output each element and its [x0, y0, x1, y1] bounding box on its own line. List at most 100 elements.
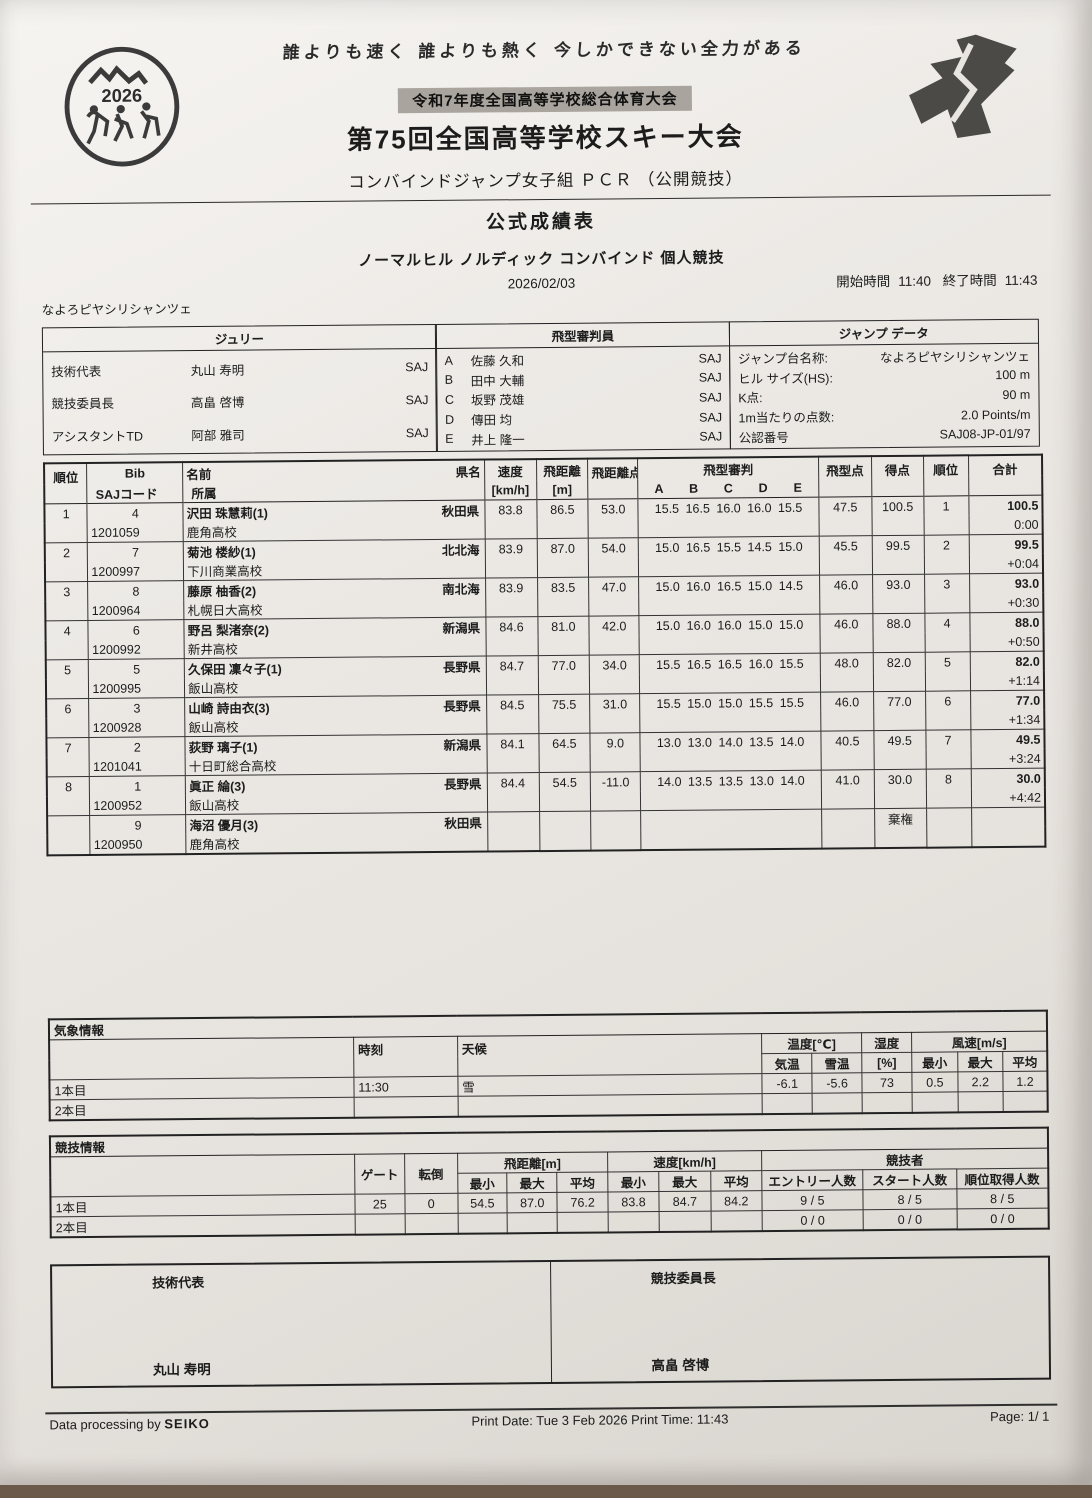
athlete-name: 荻野 璃子(1)	[188, 740, 258, 756]
cell-judge-scores: 15.5 16.5 16.5 16.0 15.5	[639, 653, 821, 675]
cell-judge-scores: 15.5 16.5 16.0 16.0 15.5	[638, 497, 819, 519]
cell-rank2: 8	[925, 768, 972, 789]
weather-time: 11:30	[353, 1076, 458, 1098]
starters-count: 0 / 0	[862, 1208, 957, 1231]
jury-row: 競技委員長 高畠 啓博 SAJ	[51, 391, 428, 413]
cell-total	[971, 807, 1046, 828]
cell-rank: 2	[44, 542, 88, 563]
col-style-points: 飛型点	[818, 456, 872, 498]
col-speed-group: 速度[km/h]	[607, 1150, 762, 1172]
cell-style-points: 46.0	[820, 691, 874, 712]
jump-data-label: ヒル サイズ(HS):	[738, 371, 833, 387]
cell-school: 鹿角高校	[185, 831, 488, 855]
air-temp: -6.1	[761, 1073, 813, 1094]
cell-points: 30.0	[874, 769, 927, 790]
cell-speed	[487, 811, 540, 832]
cell-saj-code: 1200952	[89, 795, 186, 816]
jump-data-section: ジャンプ データ ジャンプ台名称: なよろピヤシリシャンツェ ヒル サイズ(HS):…	[728, 318, 1040, 450]
cell-name-pref: 久保田 凜々子(1) 長野県	[184, 656, 487, 679]
jump-data-label: ジャンプ台名称:	[737, 351, 829, 367]
cell-blank	[589, 635, 640, 656]
competition-label-col	[50, 1154, 355, 1197]
judge-org: SAJ	[698, 351, 722, 366]
cell-blank	[923, 515, 969, 536]
prefecture: 秋田県	[441, 504, 480, 519]
col-bib: Bib	[86, 462, 183, 485]
col-distance-unit: [m]	[536, 479, 589, 500]
name-pref-wrap: 野呂 梨渚奈(2) 新潟県	[188, 618, 483, 640]
date-spacer	[42, 283, 508, 287]
judge-row: B 田中 大輔 SAJ	[445, 368, 722, 389]
jury-member-name: 高畠 啓博	[190, 396, 245, 411]
jury-rows: 技術代表 丸山 寿明 SAJ 競技委員長 高畠 啓博 SAJ アシスタントTD 阿部 雅司 SA…	[43, 349, 437, 454]
emblem-year: 2026	[101, 85, 142, 106]
cell-saj-code: 1200995	[88, 678, 185, 699]
humidity	[861, 1092, 913, 1114]
judge-letter: A	[444, 353, 453, 368]
speed-avg	[710, 1210, 763, 1232]
col-points: 得点	[871, 455, 924, 497]
data-processing-credit: Data processing by SEIKO	[49, 1415, 210, 1433]
cell-distance: 64.5	[538, 733, 591, 754]
cell-behind: 0:00	[968, 514, 1043, 535]
col-speed-unit: [km/h]	[484, 480, 537, 501]
chief-signature-title: 競技委員長	[650, 1270, 716, 1287]
col-rank2: 順位	[923, 455, 969, 497]
col-dist-min: 最小	[457, 1172, 507, 1194]
jury-row: 技術代表 丸山 寿明 SAJ	[51, 358, 428, 380]
cell-name-pref: 眞正 綸(3) 長野県	[185, 773, 488, 796]
cell-saj-code: 1201059	[87, 522, 184, 543]
cell-blank	[591, 830, 642, 851]
cell-school: 鹿角高校	[183, 519, 485, 542]
col-dist-max: 最大	[506, 1172, 558, 1193]
col-wind-avg: 平均	[1002, 1051, 1048, 1072]
jury-title: ジュリー	[42, 324, 437, 353]
cell-distance-points	[590, 810, 642, 831]
weather-section: 気象情報 時刻 天候 温度[℃] 湿度 風速[m/s] 気温 雪温 [%] 最小	[47, 1009, 1049, 1122]
col-entries: エントリー人数	[761, 1169, 863, 1191]
cell-behind: +1:34	[970, 709, 1045, 730]
jump-data-label: 公認番号	[738, 430, 789, 445]
cell-style-points	[821, 808, 875, 829]
cell-blank	[487, 831, 540, 852]
cell-rank: 5	[45, 659, 89, 680]
round-label: 1本目	[50, 1194, 355, 1217]
jury-role: 競技委員長	[51, 397, 115, 412]
results-table: 順位 Bib 名前 県名 速度 飛距離 飛距離点 飛型審判 飛型点 得点 順位	[43, 453, 1047, 857]
cell-bib: 9	[90, 814, 186, 835]
col-distance-group: 飛距離[m]	[457, 1151, 608, 1174]
jury-role: 技術代表	[51, 364, 102, 380]
dist-max	[507, 1212, 558, 1234]
cell-speed: 83.8	[484, 499, 537, 520]
cell-school: 下川商業高校	[183, 558, 486, 581]
prefecture: 北北海	[441, 543, 480, 558]
jump-data-row: ヒル サイズ(HS): 100 m	[738, 366, 1030, 388]
chief-signature-name: 高畠 啓博	[651, 1357, 710, 1374]
cell-rank2: 2	[923, 534, 969, 555]
cell-blank	[926, 827, 972, 848]
col-speed-max: 最大	[658, 1171, 711, 1192]
cell-blank	[821, 789, 875, 810]
event-subtitle: コンバインドジャンプ女子組 ＰＣＲ （公開競技）	[348, 170, 744, 192]
cell-blank	[538, 752, 591, 773]
cell-blank	[924, 632, 970, 653]
weather-label-col	[49, 1037, 354, 1080]
jump-data-value: 100 m	[995, 368, 1031, 383]
judge-letter: B	[444, 373, 454, 388]
cell-points: 88.0	[872, 613, 925, 634]
cell-rank-blank	[44, 522, 88, 543]
cell-blank	[819, 633, 874, 654]
jump-data-row: 公認番号 SAJ08-JP-01/97	[739, 424, 1031, 446]
cell-school: 飯山高校	[185, 792, 488, 815]
cell-distance-points: 54.0	[588, 537, 639, 558]
td-signature-title: 技術代表	[152, 1275, 205, 1291]
judge-row: A 佐藤 久和 SAJ	[444, 349, 722, 370]
event-name: ノーマルヒル ノルディック コンバインド 個人競技	[357, 249, 725, 270]
document: 2026 誰よりも速く 誰よりも熱く 今しかできない全力がある 令和7年度全国高…	[30, 34, 1058, 1433]
cell-judge-scores	[640, 809, 822, 831]
round-label: 1本目	[49, 1077, 354, 1100]
cell-rank: 4	[45, 620, 89, 641]
cell-points: 82.0	[873, 652, 926, 673]
cell-blank	[538, 791, 591, 812]
